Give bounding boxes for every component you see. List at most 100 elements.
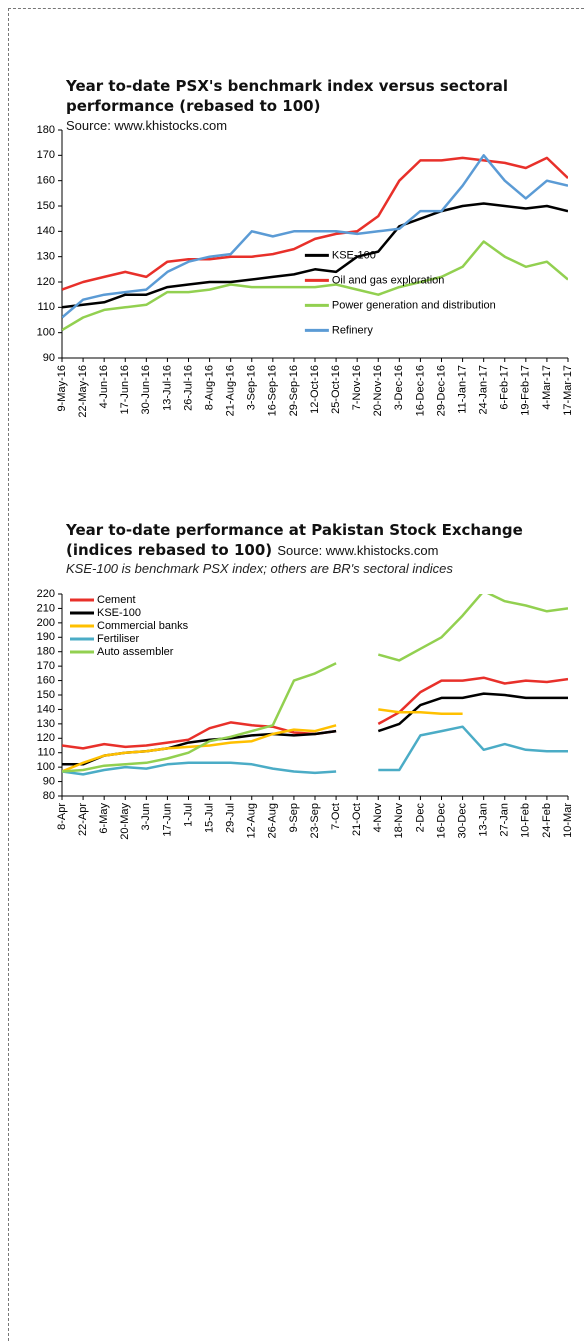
x-tick-label: 1-Jul bbox=[182, 803, 194, 827]
x-tick-label: 6-Feb-17 bbox=[499, 365, 511, 410]
chart-title: Year to-date performance at Pakistan Sto… bbox=[66, 521, 523, 559]
legend-label: Auto assembler bbox=[97, 646, 174, 658]
series-line bbox=[62, 202, 568, 309]
y-tick-label: 110 bbox=[37, 301, 55, 313]
x-tick-label: 21-Aug-16 bbox=[225, 365, 237, 416]
series-line bbox=[62, 708, 463, 773]
x-tick-label: 24-Feb bbox=[541, 803, 553, 838]
x-tick-label: 17-Jun-16 bbox=[119, 365, 131, 415]
x-tick-label: 15-Jul bbox=[203, 803, 215, 833]
legend-label: Fertiliser bbox=[97, 633, 140, 645]
y-tick-label: 80 bbox=[43, 790, 55, 802]
source: Source: www.khistocks.com bbox=[66, 118, 228, 133]
x-tick-label: 4-Nov bbox=[372, 803, 384, 833]
x-tick-label: 8-Apr bbox=[56, 803, 68, 830]
series-line bbox=[62, 692, 568, 766]
x-tick-label: 19-Feb-17 bbox=[520, 365, 532, 416]
x-tick-label: 2-Dec bbox=[414, 803, 426, 833]
y-tick-label: 110 bbox=[37, 747, 55, 759]
x-tick-label: 10-Feb bbox=[520, 803, 532, 838]
x-tick-label: 20-May bbox=[119, 803, 131, 840]
frame bbox=[8, 8, 584, 1341]
x-tick-label: 3-Sep-16 bbox=[246, 365, 258, 410]
x-tick-label: 29-Sep-16 bbox=[288, 365, 300, 416]
x-tick-label: 12-Aug bbox=[246, 803, 258, 838]
y-tick-label: 130 bbox=[37, 718, 55, 730]
y-tick-label: 120 bbox=[37, 276, 55, 288]
y-tick-label: 120 bbox=[37, 732, 55, 744]
y-tick-label: 90 bbox=[43, 775, 55, 787]
x-tick-label: 29-Jul bbox=[225, 803, 237, 833]
x-tick-label: 4-Jun-16 bbox=[98, 365, 110, 408]
x-tick-label: 22-Apr bbox=[77, 803, 89, 836]
x-tick-label: 25-Oct-16 bbox=[330, 365, 342, 414]
x-tick-label: 27-Jan bbox=[499, 803, 511, 837]
x-tick-label: 30-Jun-16 bbox=[140, 365, 152, 415]
series-line bbox=[62, 676, 568, 750]
x-tick-label: 17-Mar-17 bbox=[562, 365, 574, 416]
y-tick-label: 100 bbox=[37, 761, 55, 773]
legend-label: KSE-100 bbox=[97, 607, 141, 619]
x-tick-label: 13-Jan bbox=[478, 803, 490, 837]
chart-title-block: Year to-date PSX's benchmark index versu… bbox=[66, 76, 576, 136]
x-tick-label: 9-May-16 bbox=[56, 365, 68, 411]
x-tick-label: 26-Aug bbox=[267, 803, 279, 838]
plot bbox=[62, 154, 568, 332]
x-tick-label: 3-Dec-16 bbox=[393, 365, 405, 410]
y-tick-label: 130 bbox=[37, 251, 55, 263]
y-tick-label: 150 bbox=[37, 200, 55, 212]
y-tick-label: 220 bbox=[37, 588, 55, 600]
y-tick-label: 210 bbox=[37, 602, 55, 614]
legend-label: Refinery bbox=[332, 324, 373, 336]
y-tick-label: 170 bbox=[37, 660, 55, 672]
x-tick-label: 12-Oct-16 bbox=[309, 365, 321, 414]
x-tick-label: 9-Sep bbox=[288, 803, 300, 832]
y-tick-label: 140 bbox=[37, 703, 55, 715]
y-tick-label: 140 bbox=[37, 225, 55, 237]
legend-label: Power generation and distribution bbox=[332, 299, 496, 311]
series-line bbox=[62, 594, 568, 773]
x-tick-label: 16-Sep-16 bbox=[267, 365, 279, 416]
x-tick-label: 10-Mar bbox=[562, 803, 574, 838]
legend-label: Cement bbox=[97, 594, 136, 606]
x-tick-label: 24-Jan-17 bbox=[478, 365, 490, 415]
x-tick-label: 18-Nov bbox=[393, 803, 405, 839]
y-tick-label: 180 bbox=[37, 646, 55, 658]
x-tick-label: 30-Dec bbox=[456, 803, 468, 839]
x-tick-label: 17-Jun bbox=[161, 803, 173, 837]
x-tick-label: 22-May-16 bbox=[77, 365, 89, 418]
y-tick-label: 100 bbox=[37, 327, 55, 339]
chart: 90 100 110 120 130 140 150 160 170 180 9-May-16 22-… bbox=[37, 124, 574, 418]
x-tick-label: 13-Jul-16 bbox=[161, 365, 173, 411]
x-tick-label: 3-Jun bbox=[140, 803, 152, 831]
plot bbox=[62, 594, 568, 776]
series-line bbox=[62, 156, 568, 291]
x-tick-label: 16-Dec-16 bbox=[414, 365, 426, 416]
y-tick-label: 160 bbox=[37, 674, 55, 686]
x-tick-label: 8-Aug-16 bbox=[203, 365, 215, 410]
x-tick-label: 26-Jul-16 bbox=[182, 365, 194, 411]
x-tick-label: 7-Nov-16 bbox=[351, 365, 363, 410]
y-tick-label: 190 bbox=[37, 631, 55, 643]
x-tick-label: 7-Oct bbox=[330, 803, 342, 830]
y-tick-label: 90 bbox=[43, 352, 55, 364]
x-tick-label: 29-Dec-16 bbox=[435, 365, 447, 416]
x-tick-label: 6-May bbox=[98, 803, 110, 834]
chart-title: Year to-date PSX's benchmark index versu… bbox=[66, 77, 509, 115]
x-tick-label: 23-Sep bbox=[309, 803, 321, 838]
x-tick-label: 11-Jan-17 bbox=[456, 365, 468, 414]
legend-label: Commercial banks bbox=[97, 620, 189, 632]
y-tick-label: 180 bbox=[37, 124, 55, 136]
source: Source: www.khistocks.com bbox=[277, 543, 439, 558]
legend-label: Oil and gas exploration bbox=[332, 274, 445, 286]
x-tick-label: 16-Dec bbox=[435, 803, 447, 839]
y-tick-label: 150 bbox=[37, 689, 55, 701]
x-tick-label: 21-Oct bbox=[351, 803, 363, 836]
x-tick-label: 4-Mar-17 bbox=[541, 365, 553, 410]
y-tick-label: 200 bbox=[37, 617, 55, 629]
chart: 80 90 100 110 120 130 140 150 160 170 180 190 200 210… bbox=[37, 588, 574, 840]
series-line bbox=[62, 725, 568, 776]
series-line bbox=[62, 154, 568, 319]
legend-label: KSE-100 bbox=[332, 249, 376, 261]
series-line bbox=[62, 240, 568, 332]
